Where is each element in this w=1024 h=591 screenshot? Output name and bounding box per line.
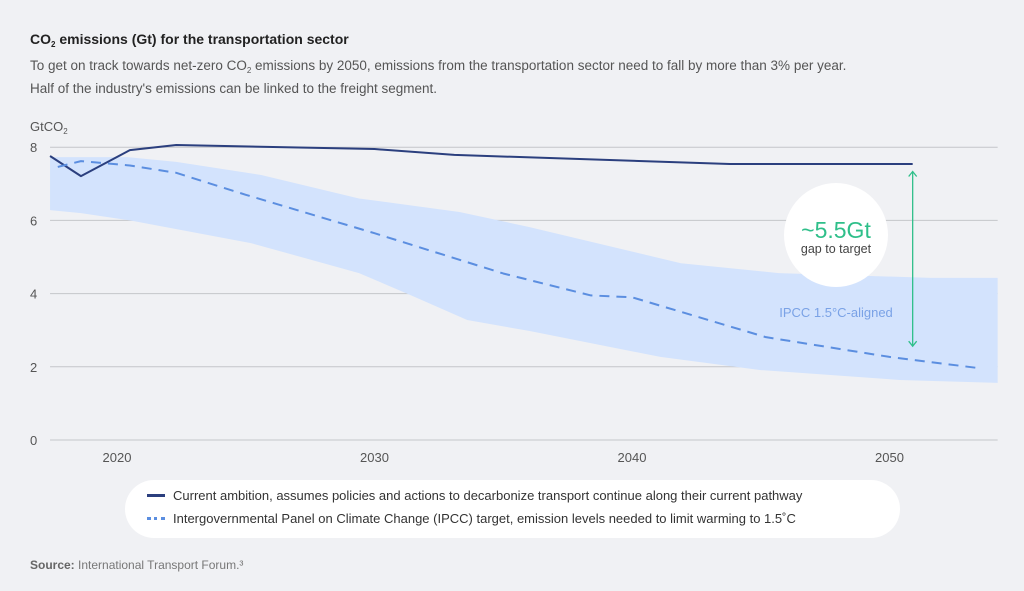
y-tick-label: 0 [30, 433, 37, 448]
y-tick-label: 8 [30, 140, 37, 155]
legend-item-current-ambition: Current ambition, assumes policies and a… [147, 488, 802, 503]
gap-callout-circle [784, 183, 888, 287]
solid-line-swatch [147, 494, 165, 497]
source-note: Source: International Transport Forum.³ [30, 558, 244, 572]
legend-label: Current ambition, assumes policies and a… [173, 488, 803, 503]
x-tick-label: 2040 [618, 450, 647, 465]
legend-item-ipcc-target: Intergovernmental Panel on Climate Chang… [147, 511, 796, 526]
y-tick-label: 4 [30, 287, 37, 302]
ipcc-aligned-band [50, 157, 998, 383]
ipcc-target-line [57, 160, 978, 369]
y-tick-label: 2 [30, 360, 37, 375]
band-label: IPCC 1.5°C-aligned [779, 305, 893, 320]
y-axis-label: GtCO2 [30, 119, 68, 136]
current-ambition-line [49, 144, 913, 178]
x-tick-label: 2030 [360, 450, 389, 465]
legend: Current ambition, assumes policies and a… [125, 480, 900, 538]
legend-label: Intergovernmental Panel on Climate Chang… [173, 511, 796, 526]
gap-value: ~5.5Gt [801, 217, 871, 243]
chart-subtitle: To get on track towards net-zero CO2 emi… [30, 58, 847, 96]
y-tick-label: 6 [30, 213, 37, 228]
x-tick-label: 2020 [103, 450, 132, 465]
chart-title: CO2 emissions (Gt) for the transportatio… [30, 31, 349, 49]
x-tick-label: 2050 [875, 450, 904, 465]
arrow-head-down-icon [908, 340, 918, 348]
arrow-head-up-icon [908, 170, 918, 177]
dashed-line-swatch [147, 517, 165, 520]
gap-label: gap to target [801, 242, 872, 256]
